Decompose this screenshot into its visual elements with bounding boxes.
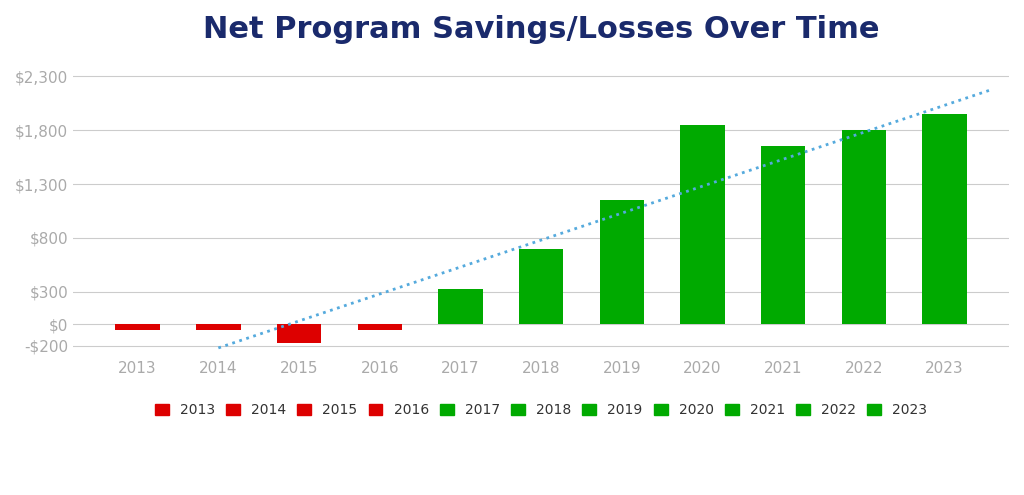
- Bar: [923, 114, 967, 324]
- Bar: [116, 324, 160, 330]
- Bar: [438, 289, 482, 324]
- Bar: [599, 200, 644, 324]
- Bar: [842, 130, 886, 324]
- Title: Net Program Savings/Losses Over Time: Net Program Savings/Losses Over Time: [203, 15, 880, 44]
- Bar: [276, 324, 322, 343]
- Bar: [519, 248, 563, 324]
- Bar: [680, 125, 725, 324]
- Legend: 2013, 2014, 2015, 2016, 2017, 2018, 2019, 2020, 2021, 2022, 2023: 2013, 2014, 2015, 2016, 2017, 2018, 2019…: [150, 398, 933, 423]
- Bar: [197, 324, 241, 330]
- Bar: [761, 147, 805, 324]
- Bar: [357, 324, 401, 330]
